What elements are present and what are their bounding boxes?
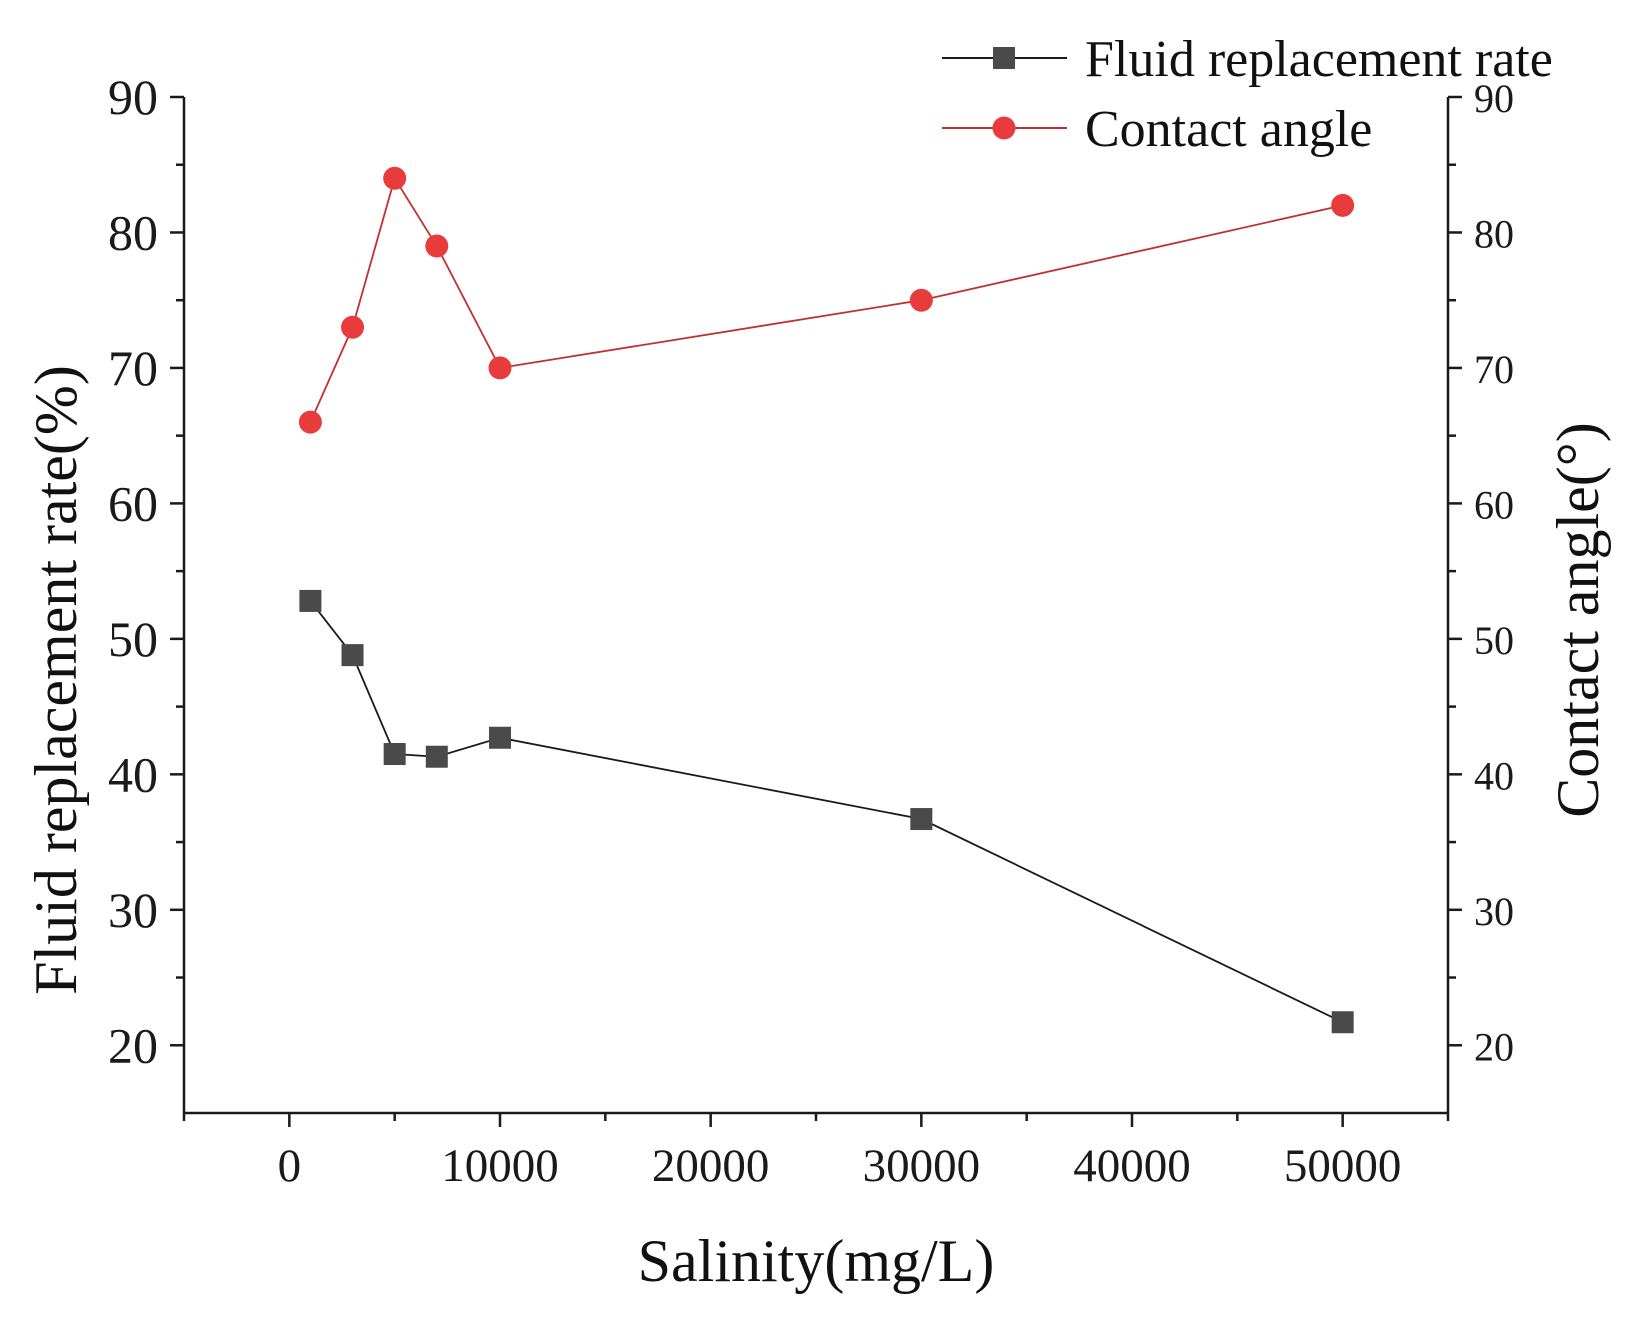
- fluid-rate-point: [489, 726, 511, 749]
- series-line-2: [309, 176, 1343, 423]
- legend-label: Contact angle: [1085, 101, 1372, 158]
- series-layer: [298, 166, 1355, 1034]
- fluid-rate-point: [383, 743, 406, 766]
- legend-circle-marker: [992, 116, 1016, 140]
- y-left-tick-label: 80: [108, 204, 158, 260]
- series-line-1: [309, 600, 1344, 1024]
- y-right-tick-label: 80: [1474, 211, 1514, 256]
- y-left-tick-label: 40: [108, 746, 158, 802]
- contact-angle-point: [383, 166, 407, 190]
- legend-square-marker: [993, 47, 1015, 69]
- contact-angle-point: [425, 234, 449, 258]
- fluid-rate-point: [341, 644, 364, 667]
- y-right-tick-label: 50: [1474, 618, 1514, 663]
- y-left-tick-label: 50: [108, 611, 158, 667]
- legend-label: Fluid replacement rate: [1085, 31, 1553, 88]
- y-left-tick-label: 30: [108, 882, 158, 938]
- x-tick-label: 40000: [1073, 1140, 1191, 1192]
- x-tick-label: 30000: [863, 1140, 981, 1192]
- y-right-tick-label: 90: [1474, 76, 1514, 121]
- y-left-tick-label: 60: [108, 475, 158, 531]
- fluid-rate-point: [910, 808, 933, 831]
- fluid-rate-point: [299, 589, 322, 612]
- x-axis-title: Salinity(mg/L): [638, 1228, 995, 1294]
- x-tick-label: 0: [278, 1140, 302, 1192]
- axes: 0 10000 20000 30000 40000 50000 20 30 40 50 60 70 80…: [108, 69, 1514, 1192]
- contact-angle-point: [488, 356, 512, 380]
- contact-angle-point: [909, 288, 933, 312]
- y-left-tick-label: 90: [108, 69, 158, 125]
- y-left-tick-label: 70: [108, 340, 158, 396]
- contact-angle-point: [1331, 193, 1355, 217]
- x-tick-label: 10000: [441, 1140, 559, 1192]
- y-axis-right-title: Contact angle(°): [1545, 422, 1611, 818]
- y-axis-left-title: Fluid replacement rate(%): [23, 365, 89, 995]
- y-right-tick-label: 60: [1474, 482, 1514, 527]
- x-tick-label: 20000: [652, 1140, 770, 1192]
- contact-angle-point: [341, 315, 365, 339]
- y-left-tick-label: 20: [108, 1017, 158, 1073]
- legend: Fluid replacement rate Contact angle: [942, 31, 1553, 158]
- y-right-tick-label: 20: [1474, 1024, 1514, 1069]
- y-right-tick-label: 40: [1474, 753, 1514, 798]
- y-right-tick-label: 70: [1474, 347, 1514, 392]
- x-tick-label: 50000: [1284, 1140, 1402, 1192]
- fluid-rate-point: [425, 745, 448, 768]
- fluid-rate-point: [1331, 1011, 1354, 1034]
- contact-angle-point: [298, 410, 322, 434]
- y-right-tick-label: 30: [1474, 889, 1514, 934]
